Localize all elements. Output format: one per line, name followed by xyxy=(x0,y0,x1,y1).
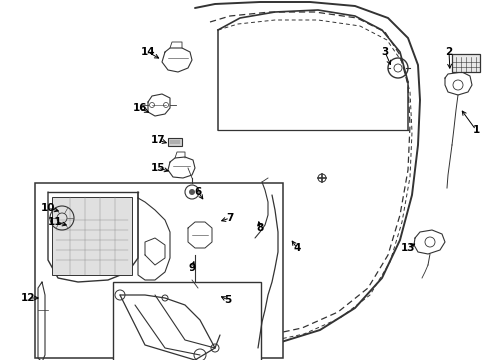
Text: 2: 2 xyxy=(445,47,452,57)
Bar xyxy=(52,197,132,275)
Text: 7: 7 xyxy=(226,213,233,223)
Circle shape xyxy=(189,189,195,195)
Text: 8: 8 xyxy=(256,223,263,233)
Text: 17: 17 xyxy=(150,135,165,145)
Text: 11: 11 xyxy=(48,217,62,227)
Text: 15: 15 xyxy=(150,163,165,173)
Text: 13: 13 xyxy=(400,243,414,253)
Text: 3: 3 xyxy=(381,47,388,57)
Text: 12: 12 xyxy=(20,293,35,303)
Bar xyxy=(168,138,182,146)
Text: 6: 6 xyxy=(194,187,201,197)
Text: 9: 9 xyxy=(188,263,195,273)
Text: 4: 4 xyxy=(293,243,300,253)
Text: 10: 10 xyxy=(41,203,55,213)
Bar xyxy=(35,183,283,358)
Text: 14: 14 xyxy=(141,47,155,57)
Bar xyxy=(113,282,261,360)
Text: 1: 1 xyxy=(471,125,479,135)
Text: 5: 5 xyxy=(224,295,231,305)
Bar xyxy=(451,54,479,72)
Text: 16: 16 xyxy=(132,103,147,113)
